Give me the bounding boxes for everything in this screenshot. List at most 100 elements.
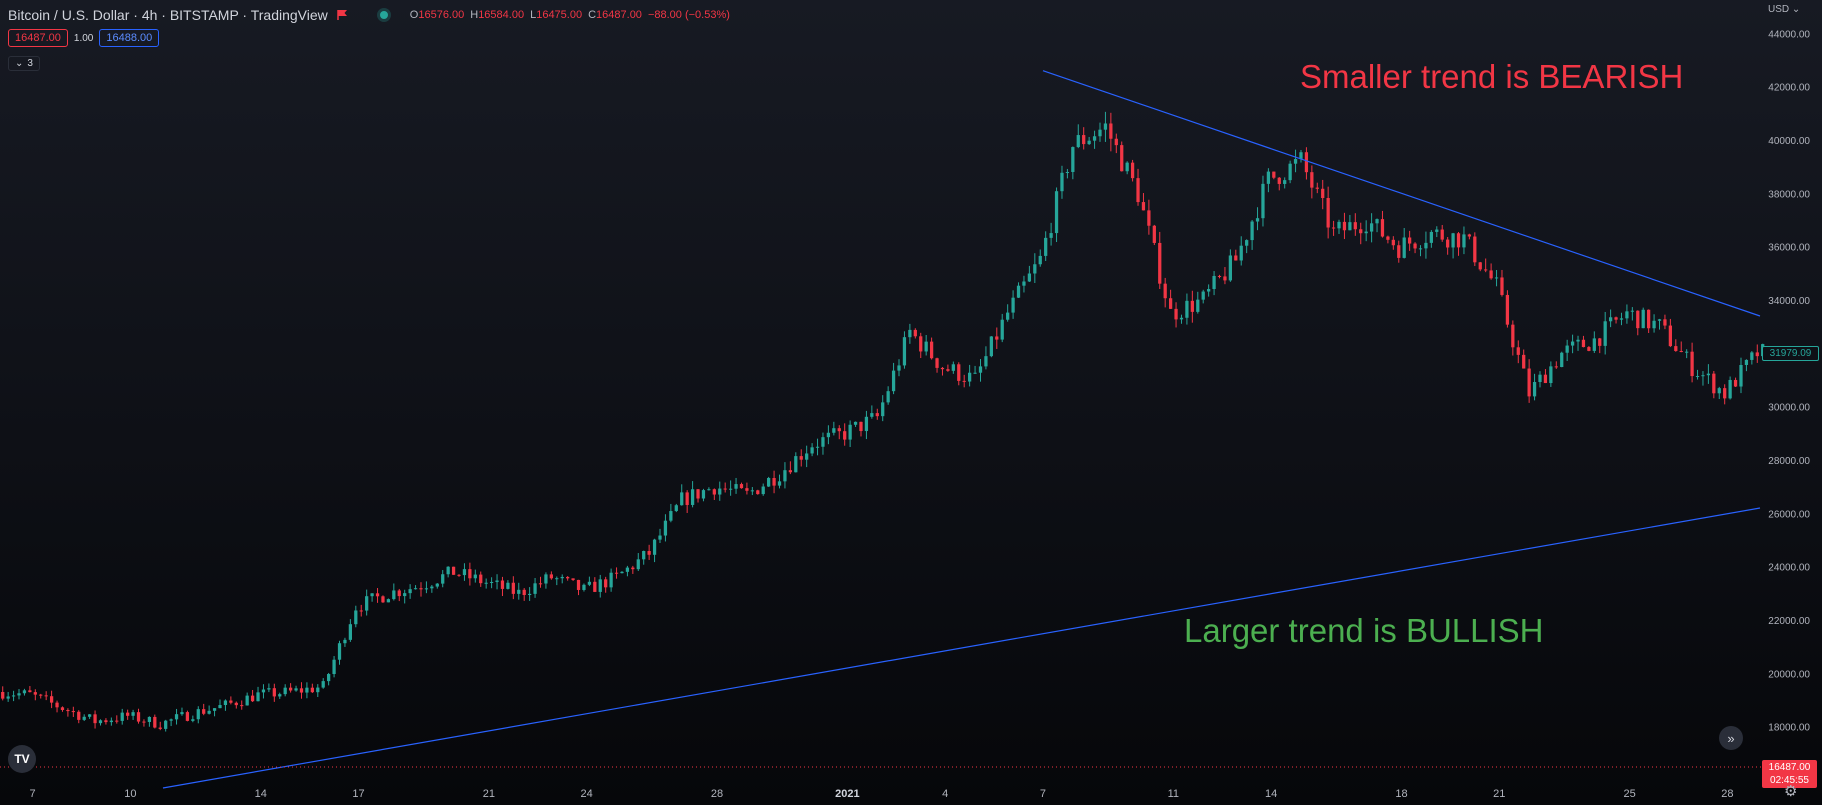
sell-button[interactable]: 16487.00 <box>8 29 68 47</box>
candle <box>386 598 391 603</box>
candle <box>1114 133 1118 154</box>
candle <box>462 563 467 581</box>
market-status-dot <box>379 11 388 19</box>
candle <box>1695 369 1700 380</box>
order-buttons: 16487.00 1.00 16488.00 <box>8 29 160 47</box>
candle <box>897 359 901 377</box>
candle <box>1239 236 1243 266</box>
x-tick-label: 10 <box>124 788 136 800</box>
price-axis[interactable]: 18000.00 20000.00 22000.00 24000.00 26000.00… <box>1768 29 1810 733</box>
candle <box>1408 230 1412 251</box>
y-tick-label: 28000.00 <box>1768 456 1810 467</box>
candle <box>473 569 477 583</box>
flag-icon[interactable] <box>336 9 348 21</box>
candle <box>49 690 54 709</box>
candles-layer <box>1 111 1765 732</box>
candle <box>1435 226 1439 238</box>
candle <box>1266 168 1271 193</box>
candle <box>690 481 695 508</box>
candle <box>767 476 771 487</box>
candle <box>1554 361 1558 369</box>
x-tick-label: 14 <box>255 788 267 800</box>
trendline[interactable] <box>162 507 1761 789</box>
candle <box>652 538 657 563</box>
candle <box>1109 112 1113 152</box>
candle <box>1679 341 1683 353</box>
candle <box>489 577 494 589</box>
candle <box>1369 213 1374 243</box>
candle <box>625 565 630 577</box>
candle <box>1603 311 1607 355</box>
candle <box>799 449 803 467</box>
candle <box>1326 186 1330 239</box>
candle <box>989 336 993 358</box>
currency-label: USD <box>1768 4 1790 15</box>
candle <box>1353 213 1357 236</box>
candle <box>500 576 505 597</box>
candle <box>973 365 977 374</box>
candle <box>250 689 255 703</box>
candle <box>267 683 271 693</box>
candle <box>22 688 27 696</box>
gear-icon[interactable]: ⚙ <box>1784 783 1798 800</box>
candle <box>1418 245 1423 257</box>
candle <box>185 710 190 722</box>
candle <box>446 566 450 578</box>
candle <box>1429 230 1433 248</box>
x-tick-label: 17 <box>352 788 364 800</box>
candle <box>1060 165 1064 199</box>
candle <box>1272 171 1276 180</box>
candle <box>1674 339 1678 352</box>
candle <box>1592 331 1596 353</box>
candle <box>1494 269 1499 287</box>
candle <box>913 328 917 339</box>
candle <box>1245 239 1249 254</box>
scroll-to-realtime-button[interactable]: » <box>1719 726 1743 750</box>
candle <box>1038 249 1042 267</box>
candle <box>1690 342 1694 383</box>
candle <box>1750 351 1754 365</box>
ohlc-values: O16576.00 H16584.00 L16475.00 C16487.00 … <box>410 9 730 21</box>
bearish-annotation[interactable]: Smaller trend is BEARISH <box>1300 58 1684 95</box>
high-label: H <box>470 9 479 21</box>
indicators-toggle[interactable]: ⌄ 3 <box>8 56 40 71</box>
candle <box>1250 219 1254 250</box>
candle <box>1440 224 1444 242</box>
candle <box>1190 290 1194 323</box>
y-tick-label: 22000.00 <box>1768 616 1810 627</box>
bullish-annotation[interactable]: Larger trend is BULLISH <box>1184 612 1544 649</box>
candle <box>620 571 624 574</box>
candle <box>604 576 608 593</box>
x-tick-label: 21 <box>1493 788 1505 800</box>
y-tick-label: 36000.00 <box>1768 243 1810 254</box>
candle <box>495 574 499 590</box>
close-label: C <box>588 9 597 21</box>
buy-button[interactable]: 16488.00 <box>99 29 160 47</box>
candle <box>805 445 809 468</box>
candle <box>1647 309 1651 333</box>
candle <box>1228 249 1232 282</box>
candle <box>1223 267 1227 285</box>
candle <box>403 589 407 604</box>
currency-selector[interactable]: USD ⌄ <box>1768 4 1800 15</box>
candle <box>93 710 97 729</box>
symbol-title[interactable]: Bitcoin / U.S. Dollar · 4h · BITSTAMP · … <box>8 7 328 23</box>
candle <box>354 605 358 628</box>
candle <box>147 716 152 727</box>
candle <box>1619 312 1624 326</box>
candle <box>1337 219 1341 234</box>
candle <box>1668 318 1672 348</box>
candle <box>1744 359 1749 372</box>
tradingview-logo[interactable]: TV <box>8 745 36 773</box>
candle <box>1505 290 1510 328</box>
candle <box>761 483 765 496</box>
candle <box>191 715 195 723</box>
candle <box>1120 141 1124 172</box>
candle <box>1359 222 1363 245</box>
time-axis[interactable]: 7 10 14 17 21 24 28 2021 4 7 11 14 18 21 25 28 <box>30 788 1734 800</box>
candle <box>794 452 798 473</box>
trendline[interactable] <box>1042 70 1761 317</box>
candle <box>772 470 776 494</box>
candle <box>1022 275 1026 293</box>
